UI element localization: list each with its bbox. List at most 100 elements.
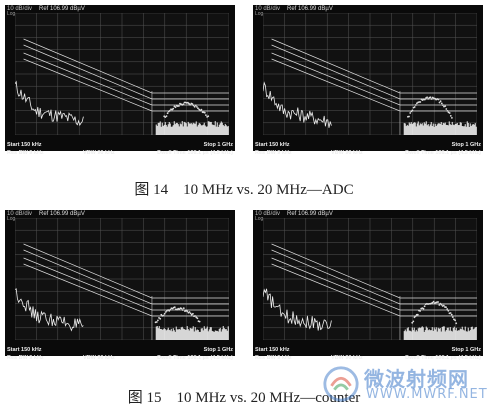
emission-point [166,112,169,115]
emission-point [173,306,176,309]
ref-level-label: Ref 106.99 dBµV [39,6,85,12]
panel-header: 10 dB/div Ref 106.99 dBµV Log [253,210,483,222]
emission-point [413,316,416,319]
vbw-label: VBW 90 kHz [83,355,115,361]
emission-point [411,109,414,112]
log-label: Log [7,216,16,222]
emission-point [157,319,159,322]
emission-point [178,308,181,311]
panel-header: 10 dB/div Ref 106.99 dBµV Log [253,5,483,17]
noise-trace-low [263,81,332,128]
emission-point [440,102,443,105]
emission-point [188,311,191,313]
emission-point [192,104,195,107]
emission-point [182,103,185,105]
log-label: Log [7,11,16,17]
emission-point [412,320,415,323]
start-freq: Start 150 kHz [255,347,290,353]
rbw-label: Res BW 9 kHz [255,150,292,156]
emission-point [169,308,172,311]
emission-point [186,310,189,313]
panel-header: 10 dB/div Ref 106.99 dBµV Log [5,210,235,222]
spectrum-plot [263,13,477,135]
emission-point [164,116,167,118]
emission-point [439,100,442,103]
emission-point [196,317,199,320]
emission-point [180,307,183,310]
emission-point [182,307,185,310]
emission-point [423,98,426,101]
watermark: 微波射频网 WWW.MWRF.NET [322,363,487,405]
emission-point [422,307,425,310]
emission-point [442,104,444,106]
emission-point [189,312,192,315]
start-freq: Start 150 kHz [7,347,42,353]
emission-point [437,98,440,101]
emission-point [445,108,448,110]
start-freq: Start 150 kHz [7,142,42,148]
emission-point [203,111,206,114]
dwell-label: Dwell Time 108.1 µs (4.5 kHz) [405,355,481,361]
emission-point [168,109,171,112]
emission-point [429,96,432,99]
emission-point [414,315,417,317]
ref-level-label: Ref 106.99 dBµV [287,6,333,12]
emission-point [160,313,163,316]
emission-point [197,107,199,110]
emission-point [453,318,455,321]
watermark-title: 微波射频网 [364,367,469,391]
emission-point [444,105,447,107]
emission-point [164,311,167,313]
emission-point [438,101,441,104]
emission-point [431,301,434,304]
vbw-label: VBW 90 kHz [331,150,363,156]
noise-trace-low [263,288,332,331]
emission-point [413,106,416,108]
emission-point [198,320,201,323]
emission-point [181,309,184,311]
emission-point [178,105,180,107]
emission-point [191,103,194,105]
emission-point [194,315,197,317]
figure-14-caption: 图 14 10 MHz vs. 20 MHz—ADC [134,182,354,198]
dwell-label: Dwell Time 108.1 µs (4.5 kHz) [157,150,233,156]
emission-point [419,310,421,312]
emission-point [193,105,196,108]
ref-level-label: Ref 106.99 dBµV [287,211,333,217]
vbw-label: VBW 90 kHz [331,355,363,361]
vbw-label: VBW 90 kHz [83,150,115,156]
spectrum-panel-3: 10 dB/div Ref 106.99 dBµV Log Start 150 … [5,210,235,361]
emission-point [189,103,192,106]
emission-point [172,107,175,110]
dwell-label: Dwell Time 108.1 µs (4.5 kHz) [157,355,233,361]
emission-point [419,101,422,103]
scale-label: 10 dB/div [255,211,281,217]
stop-freq: Stop 1 GHz [451,347,481,353]
emission-point [432,300,435,303]
spectrum-panel-2: 10 dB/div Ref 106.99 dBµV Log Start 150 … [253,5,483,156]
stop-freq: Stop 1 GHz [451,142,481,148]
emission-point [207,115,210,118]
emission-point [449,312,452,314]
emission-point [155,321,158,323]
emission-point [194,104,197,107]
spectrum-panel-4: 10 dB/div Ref 106.99 dBµV Log Start 150 … [253,210,483,361]
scale-label: 10 dB/div [7,211,33,217]
noise-trace-low [15,80,84,126]
mwrf-logo-icon [323,366,359,402]
emission-point [449,115,452,117]
emission-point [426,96,428,99]
rbw-label: Res BW 9 kHz [7,355,44,361]
emission-point [448,112,451,114]
emission-point [423,305,426,308]
emission-point [196,106,198,108]
emission-point [451,316,454,318]
emission-point [438,304,441,306]
emission-point [200,108,203,111]
emission-point [414,104,417,106]
emission-point [451,117,453,119]
spectrum-panel-1: 10 dB/div Ref 106.99 dBµV Log Start 150 … [5,5,235,156]
watermark-url: WWW.MWRF.NET [366,387,488,402]
scale-label: 10 dB/div [255,6,281,12]
spectrum-plot [15,13,229,135]
